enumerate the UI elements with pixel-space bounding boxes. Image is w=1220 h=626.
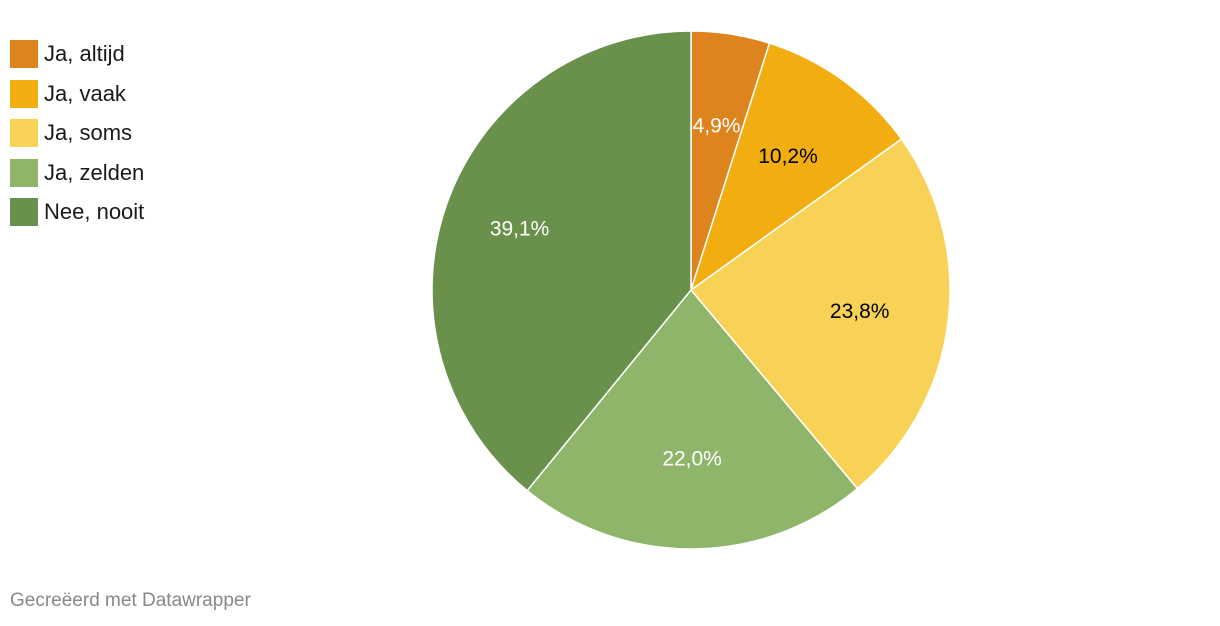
legend-item: Ja, vaak	[10, 79, 144, 108]
legend-swatch	[10, 79, 38, 108]
slice-value-label-2: 10,2%	[758, 145, 818, 168]
legend-item: Nee, nooit	[10, 198, 144, 226]
legend: Ja, altijd Ja, vaak Ja, soms Ja, zelden Nee,…	[10, 40, 144, 238]
pie-slice-4	[526, 289, 859, 550]
legend-swatch	[10, 198, 38, 226]
slice-value-label-4: 22,0%	[662, 448, 722, 471]
legend-label: Nee, nooit	[44, 199, 145, 224]
slice-value-label-1: 4,9%	[693, 115, 741, 138]
legend-swatch	[10, 158, 38, 187]
legend-item: Ja, zelden	[10, 158, 145, 187]
pie-slice-2	[690, 42, 903, 291]
legend-swatch	[10, 40, 38, 68]
pie-slice-3	[690, 138, 951, 490]
slice-value-label-5: 39,1%	[490, 217, 550, 240]
pie-slice-5	[431, 30, 692, 492]
legend-label: Ja, altijd	[44, 41, 125, 66]
legend-label: Ja, vaak	[44, 80, 126, 106]
pie-value-labels: 4,9% 10,2% 23,8% 22,0% 39,1%	[490, 115, 890, 471]
slice-value-label-3: 23,8%	[830, 300, 890, 323]
pie-slices	[431, 30, 951, 550]
legend-label: Ja, soms	[44, 120, 133, 145]
legend-label: Ja, zelden	[44, 159, 145, 185]
footer-credit: Gecreëerd met Datawrapper	[10, 590, 251, 611]
legend-swatch	[10, 119, 38, 147]
legend-item: Ja, soms	[10, 119, 144, 147]
legend-item: Ja, altijd	[10, 40, 144, 68]
